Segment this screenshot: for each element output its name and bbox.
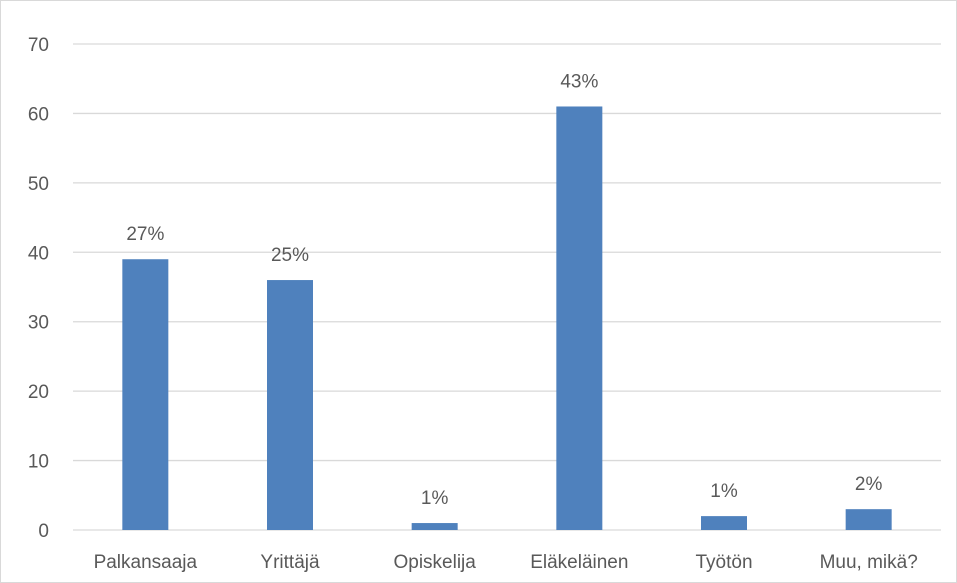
bar-muu-mikä [845,509,892,530]
data-label: 1% [710,481,738,502]
data-label: 43% [560,71,598,92]
x-category-label: Eläkeläinen [530,552,628,573]
data-labels: 27% 25% 1% 43% 1% 2% [126,71,882,509]
y-tick-label: 0 [38,521,49,542]
x-category-label: Opiskelija [393,552,476,573]
gridlines [73,43,941,531]
y-tick-label: 40 [28,243,49,264]
x-category-label: Työtön [695,552,752,573]
bar-opiskelija [411,523,458,530]
x-category-label: Muu, mikä? [820,552,918,573]
y-tick-label: 60 [28,104,49,125]
bar-eläkeläinen [556,106,603,530]
y-axis-tick-labels: 0 10 20 30 40 50 60 70 [28,35,49,542]
data-label: 25% [271,245,309,266]
y-tick-label: 20 [28,382,49,403]
y-tick-label: 10 [28,452,49,473]
x-category-label: Yrittäjä [260,552,320,573]
data-label: 2% [855,474,883,495]
x-axis-category-labels: Palkansaaja Yrittäjä Opiskelija Eläkeläinen… [94,552,918,573]
bar-palkansaaja [122,259,169,530]
bar-työtön [701,516,747,530]
x-category-label: Palkansaaja [94,552,198,573]
data-label: 27% [126,224,164,245]
bars [122,106,892,530]
data-label: 1% [421,488,449,509]
y-tick-label: 50 [28,174,49,195]
y-tick-label: 30 [28,313,49,334]
bar-yrittäjä [267,280,313,530]
y-tick-label: 70 [28,35,49,56]
